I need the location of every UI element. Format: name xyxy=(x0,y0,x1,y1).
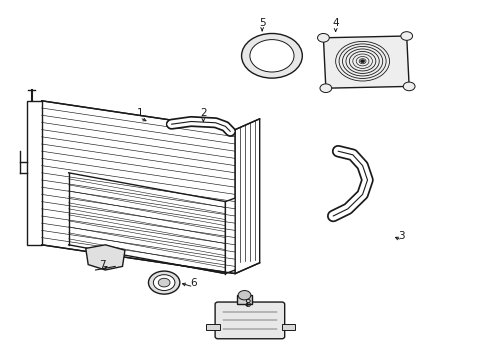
Circle shape xyxy=(242,33,302,78)
Polygon shape xyxy=(225,194,245,274)
Circle shape xyxy=(225,128,235,135)
Text: 3: 3 xyxy=(398,231,405,241)
Polygon shape xyxy=(235,119,260,274)
Bar xyxy=(206,324,220,330)
Text: 8: 8 xyxy=(244,299,251,309)
Polygon shape xyxy=(69,173,225,274)
Text: 1: 1 xyxy=(136,108,143,118)
Circle shape xyxy=(320,84,332,93)
FancyBboxPatch shape xyxy=(215,302,285,339)
Polygon shape xyxy=(323,36,409,88)
Bar xyxy=(237,295,252,304)
Circle shape xyxy=(318,33,329,42)
Circle shape xyxy=(158,278,170,287)
Text: 6: 6 xyxy=(190,278,197,288)
Polygon shape xyxy=(42,101,235,274)
Text: 5: 5 xyxy=(259,18,266,28)
Polygon shape xyxy=(27,101,42,245)
Circle shape xyxy=(250,40,294,72)
Circle shape xyxy=(148,271,180,294)
Polygon shape xyxy=(86,245,125,270)
Circle shape xyxy=(153,275,175,291)
Circle shape xyxy=(403,82,415,91)
Circle shape xyxy=(167,121,176,128)
Text: 7: 7 xyxy=(99,260,106,270)
Text: 4: 4 xyxy=(332,18,339,28)
Circle shape xyxy=(238,291,251,300)
Bar xyxy=(282,324,295,330)
Text: 2: 2 xyxy=(200,108,207,118)
Circle shape xyxy=(401,32,413,40)
Circle shape xyxy=(361,60,365,63)
